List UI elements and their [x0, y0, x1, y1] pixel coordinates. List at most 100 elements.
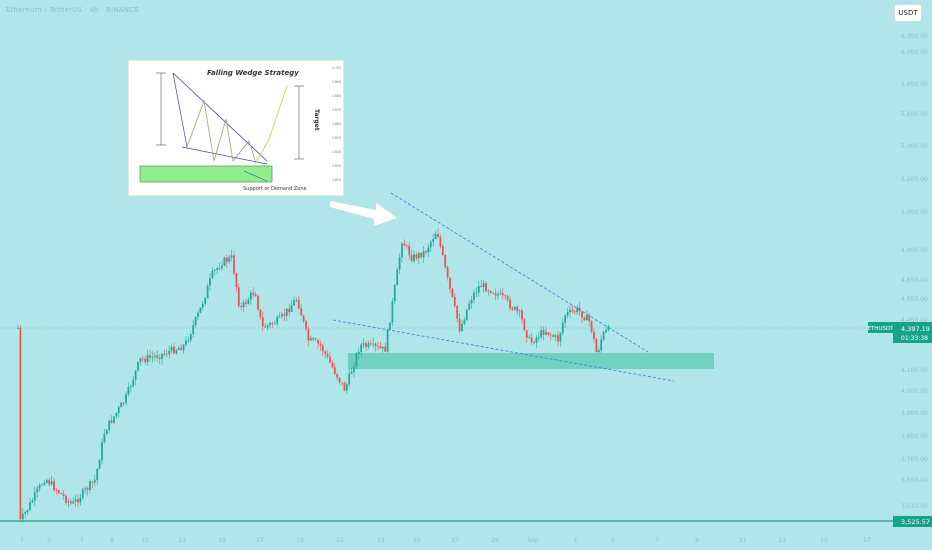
candle [535, 335, 538, 348]
candle [132, 376, 135, 389]
candle [103, 429, 106, 444]
candle [223, 256, 226, 267]
price-tick-label: 5,000.00 [901, 209, 928, 216]
candle [518, 309, 521, 318]
candle [276, 314, 279, 327]
candle [569, 305, 571, 318]
candle [480, 280, 483, 288]
support-zone [348, 353, 714, 369]
candle [504, 294, 507, 300]
inset-mini-tick: 1.620 [332, 178, 341, 182]
candle [470, 295, 473, 309]
price-tick-label: 5,600.00 [901, 111, 928, 118]
candle [314, 337, 317, 341]
candle [547, 332, 550, 337]
candle [213, 268, 216, 276]
candle [602, 330, 605, 342]
candle [468, 299, 471, 311]
candle [137, 361, 139, 372]
inset-mini-tick: 1.700 [332, 66, 341, 70]
candle [53, 478, 55, 492]
candle [36, 486, 39, 499]
candle [578, 302, 581, 316]
time-tick-label: 19 [296, 537, 304, 544]
time-tick-label: 25 [413, 537, 421, 544]
candle [432, 233, 435, 247]
candle [353, 361, 355, 378]
candle [120, 401, 123, 408]
inset-breakout-path [255, 85, 288, 164]
candle [55, 487, 58, 495]
time-tick-label: 21 [336, 537, 344, 544]
candle [199, 307, 202, 314]
price-tick-label: 4,100.00 [901, 367, 928, 374]
candle [50, 475, 53, 486]
candle [559, 332, 562, 347]
candle [367, 340, 370, 350]
price-tick-label: 4,900.00 [901, 247, 928, 254]
candle [379, 341, 382, 349]
candle [194, 315, 197, 329]
support-price-label: 3,525.57 [901, 518, 930, 526]
candle [182, 343, 185, 355]
candle [307, 325, 310, 347]
price-tick-label: 4,000.00 [901, 388, 928, 395]
candle [240, 302, 243, 311]
candle [446, 265, 449, 281]
candle [485, 281, 487, 292]
candle [290, 300, 293, 313]
candle [369, 340, 372, 346]
candle [98, 458, 101, 469]
candle [293, 296, 295, 306]
time-tick-label: 27 [451, 537, 459, 544]
candle [149, 349, 151, 362]
candle [170, 344, 173, 354]
price-tick-label: 6,000.00 [901, 49, 928, 56]
candle [585, 310, 588, 321]
candle [300, 304, 303, 316]
candle [168, 345, 171, 359]
candle [396, 266, 399, 286]
currency-button[interactable]: USDT [894, 4, 922, 22]
time-tick-label: 15 [820, 537, 828, 544]
inset-mini-tick: 1.640 [332, 150, 341, 154]
candle [389, 322, 391, 330]
time-tick-label: 29 [491, 537, 499, 544]
time-tick-label: 13 [778, 537, 786, 544]
candle [554, 333, 557, 341]
time-tick-label: 7 [20, 537, 24, 544]
candle [67, 498, 70, 508]
candle [449, 277, 451, 293]
candle [161, 353, 163, 365]
candle [365, 341, 367, 351]
candle [108, 420, 111, 434]
candle [552, 333, 555, 338]
time-tick-label: 5 [611, 537, 615, 544]
candle [463, 316, 466, 326]
candle [497, 291, 499, 300]
candle [451, 288, 454, 298]
candle [273, 320, 276, 325]
candle [401, 241, 403, 263]
candle [564, 314, 567, 328]
inset-mini-tick: 1.690 [332, 80, 341, 84]
candle [218, 262, 221, 271]
pointer-arrow [330, 201, 397, 226]
time-tick-label: 7 [655, 537, 659, 544]
price-tick-label: 4,650.00 [901, 277, 928, 284]
candle [348, 368, 351, 388]
inset-swing-highlight [186, 100, 257, 164]
candle [456, 305, 459, 323]
candle [533, 341, 535, 345]
candle [523, 318, 526, 332]
inset-target-label: Target [313, 109, 320, 131]
candle [257, 294, 259, 311]
candle [156, 350, 159, 362]
candle [278, 312, 281, 318]
candle [415, 252, 418, 261]
candle [295, 297, 298, 303]
candle [233, 251, 235, 275]
candle [333, 363, 336, 376]
symbol-tag: ETHUSDT [867, 326, 894, 332]
